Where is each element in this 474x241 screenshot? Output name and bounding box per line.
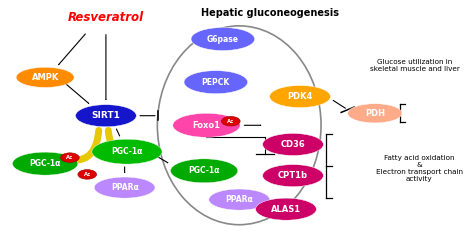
Ellipse shape — [75, 105, 137, 127]
Ellipse shape — [184, 71, 247, 94]
Text: Ac: Ac — [227, 119, 235, 124]
Ellipse shape — [270, 86, 330, 107]
Text: PPARα: PPARα — [225, 195, 253, 204]
Text: PPARα: PPARα — [111, 183, 138, 192]
FancyArrowPatch shape — [109, 130, 117, 147]
Circle shape — [78, 170, 97, 179]
Text: PGC-1α: PGC-1α — [29, 159, 61, 168]
Text: Ac: Ac — [66, 155, 73, 160]
Text: PGC-1α: PGC-1α — [189, 166, 220, 175]
FancyArrowPatch shape — [117, 129, 119, 136]
Text: Ac: Ac — [83, 172, 91, 177]
FancyArrowPatch shape — [66, 84, 89, 103]
Ellipse shape — [173, 113, 240, 137]
Text: Glucose utilization in
skeletal muscle and liver: Glucose utilization in skeletal muscle a… — [370, 59, 459, 72]
Text: PDK4: PDK4 — [287, 92, 313, 101]
Ellipse shape — [12, 152, 78, 175]
Ellipse shape — [92, 139, 162, 164]
Text: Resveratrol: Resveratrol — [68, 11, 144, 24]
Text: Foxo1: Foxo1 — [192, 121, 220, 130]
Text: AMPK: AMPK — [31, 73, 59, 82]
Text: Fatty acid oxidation
&
Electron transport chain
activity: Fatty acid oxidation & Electron transpor… — [376, 155, 463, 182]
Text: PDH: PDH — [365, 109, 385, 118]
Text: Hepatic gluconeogenesis: Hepatic gluconeogenesis — [201, 8, 338, 18]
Ellipse shape — [263, 165, 323, 187]
Text: PEPCK: PEPCK — [202, 78, 230, 87]
Text: CD36: CD36 — [281, 140, 305, 149]
Text: PGC-1α: PGC-1α — [111, 147, 143, 156]
Circle shape — [221, 116, 240, 126]
Text: G6pase: G6pase — [207, 34, 239, 44]
Circle shape — [61, 153, 79, 162]
FancyArrowPatch shape — [59, 34, 85, 65]
Ellipse shape — [171, 159, 238, 183]
Ellipse shape — [255, 198, 316, 220]
Ellipse shape — [263, 134, 323, 155]
Text: CPT1b: CPT1b — [278, 171, 308, 180]
Ellipse shape — [94, 177, 155, 198]
Ellipse shape — [348, 104, 402, 123]
FancyArrowPatch shape — [157, 157, 168, 163]
Ellipse shape — [16, 67, 74, 87]
FancyArrowPatch shape — [72, 130, 99, 160]
Ellipse shape — [209, 189, 270, 210]
Text: SIRT1: SIRT1 — [91, 111, 120, 120]
Ellipse shape — [191, 27, 255, 51]
Text: ALAS1: ALAS1 — [271, 205, 301, 214]
